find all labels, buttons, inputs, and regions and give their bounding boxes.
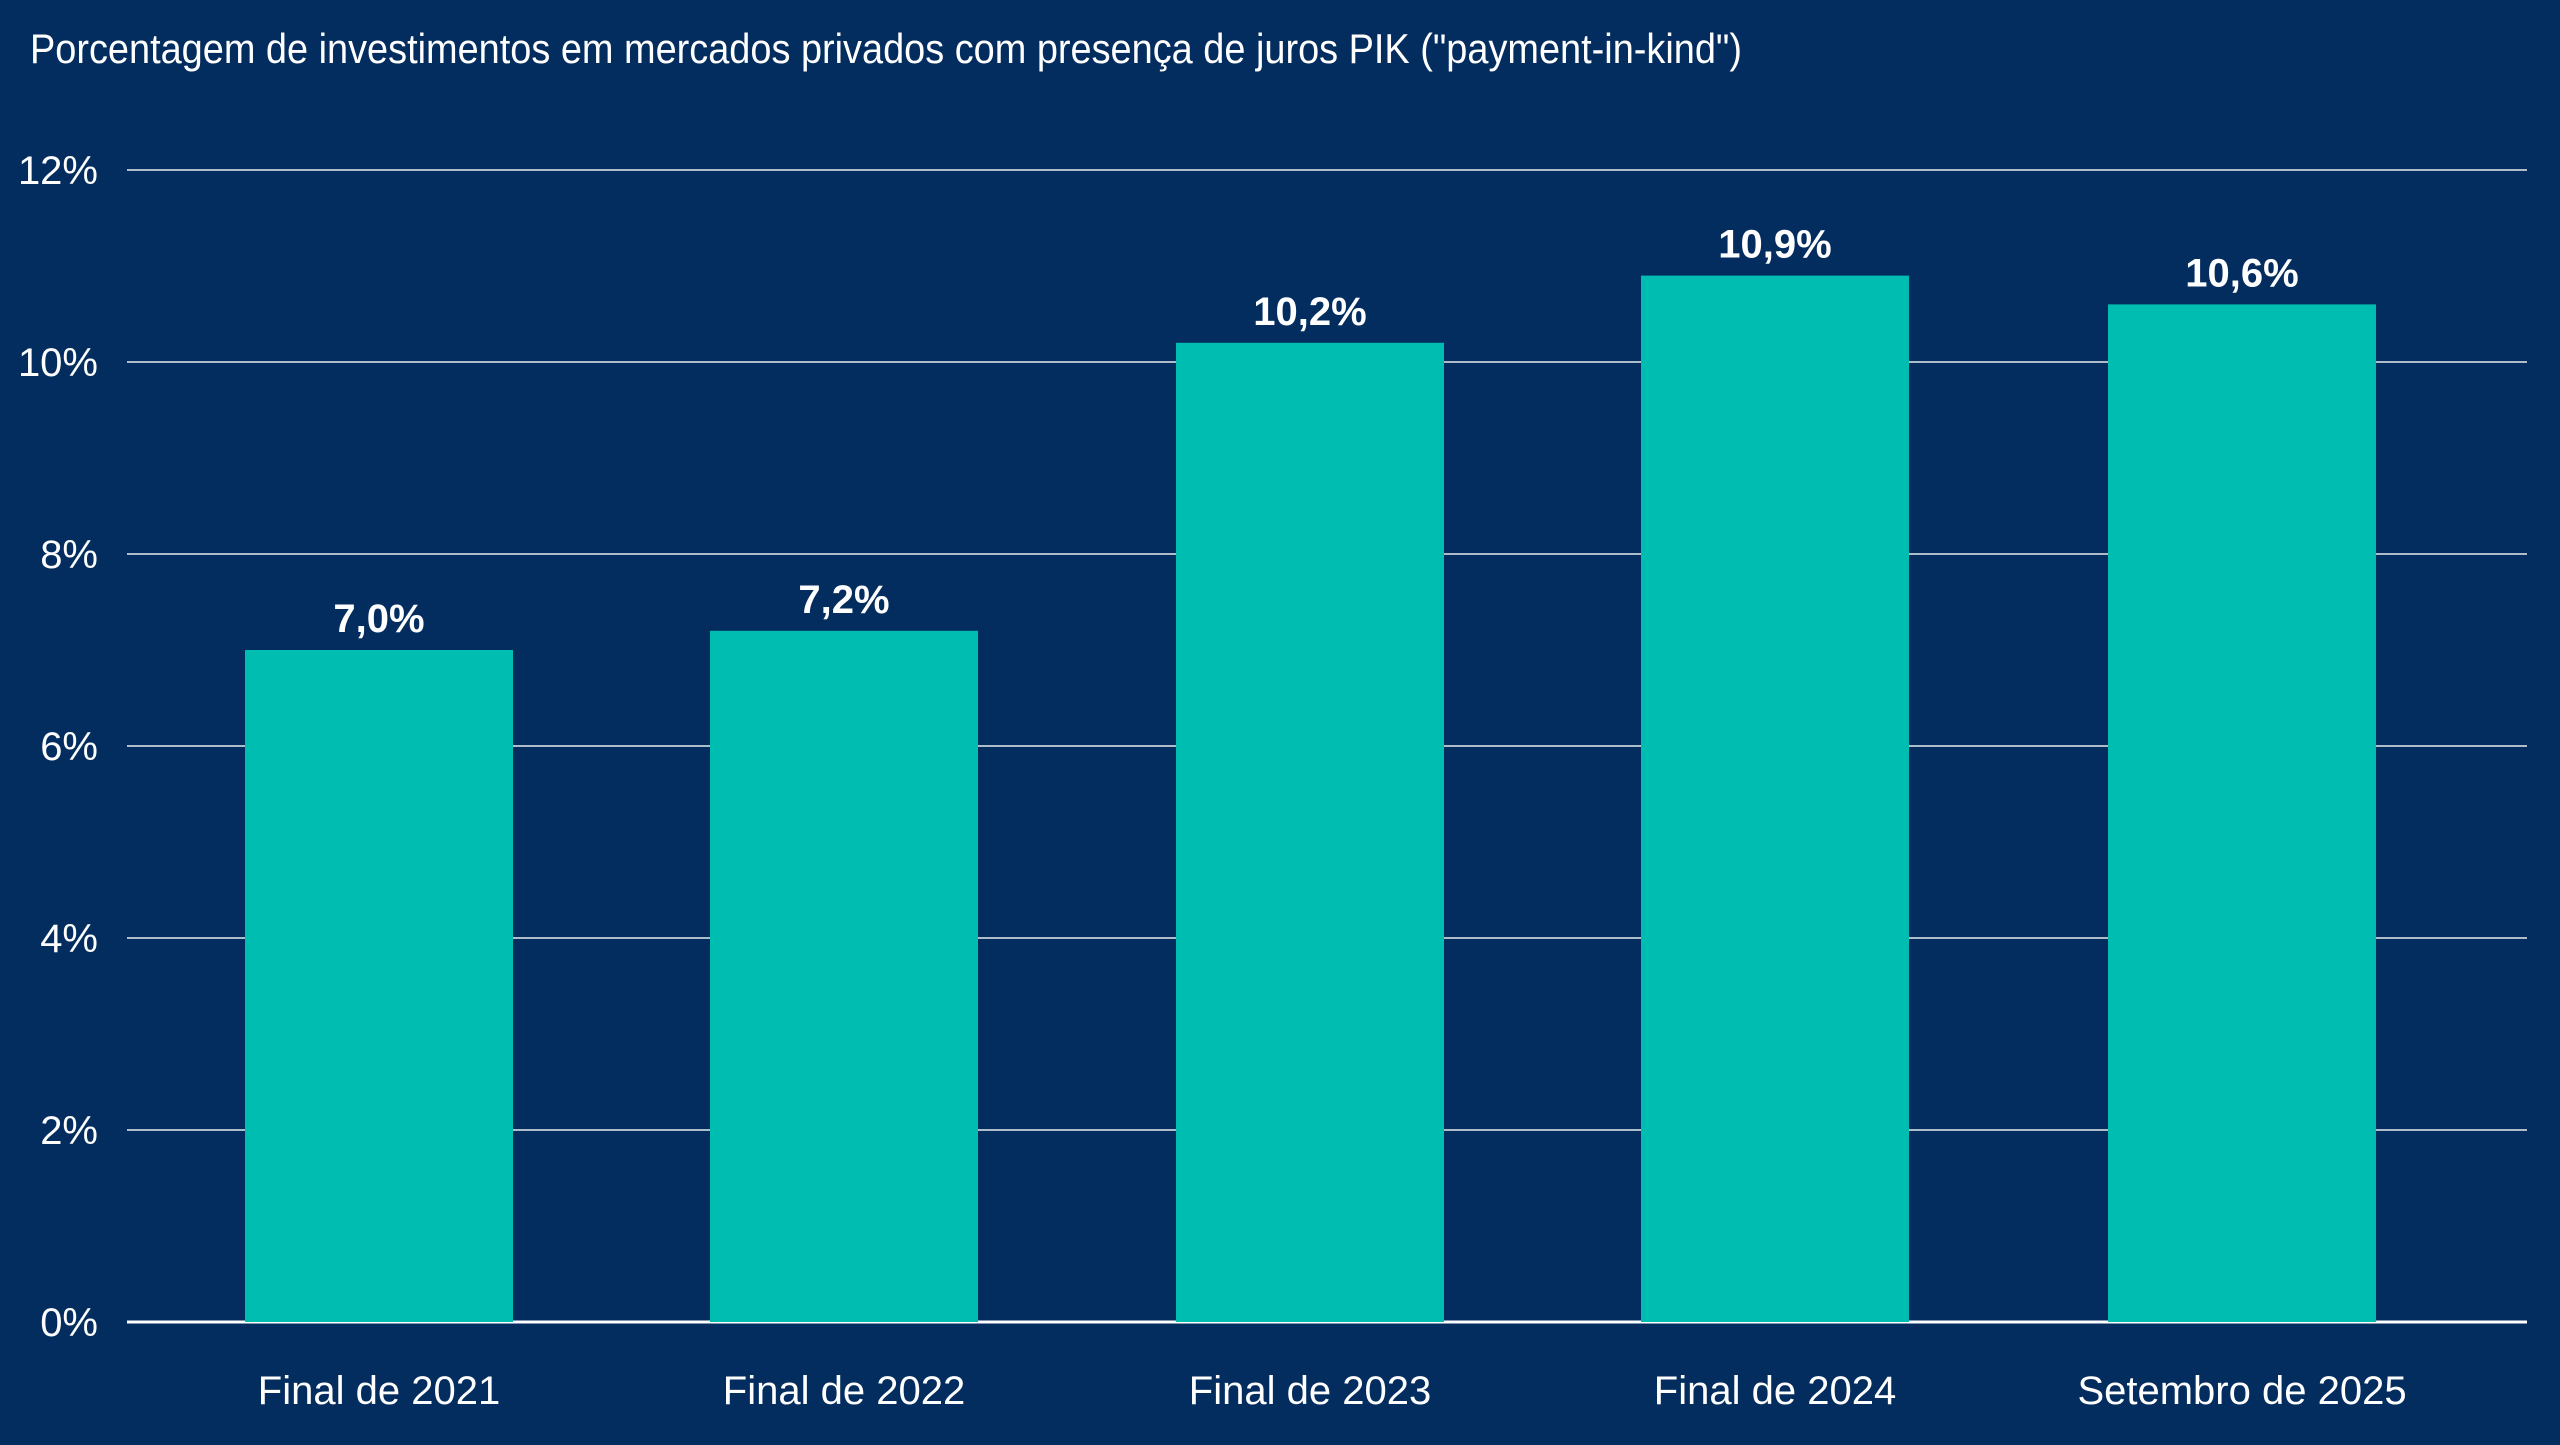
bar xyxy=(245,650,513,1322)
bar xyxy=(1641,275,1909,1323)
data-label: 10,6% xyxy=(2185,251,2298,295)
x-tick-label: Final de 2022 xyxy=(723,1369,965,1413)
x-axis-ticks: Final de 2021 Final de 2022 Final de 2023 F… xyxy=(258,1369,2407,1413)
x-tick-label: Final de 2023 xyxy=(1189,1369,1431,1413)
y-tick-label: 6% xyxy=(40,725,98,769)
y-tick-label: 10% xyxy=(18,341,98,385)
bars xyxy=(245,275,2376,1323)
bar xyxy=(2108,304,2376,1322)
x-tick-label: Final de 2024 xyxy=(1654,1369,1896,1413)
y-tick-label: 4% xyxy=(40,917,98,961)
bar xyxy=(710,630,978,1322)
x-tick-label: Setembro de 2025 xyxy=(2077,1369,2406,1413)
data-label: 7,0% xyxy=(333,597,424,641)
chart-title: Porcentagem de investimentos em mercados… xyxy=(30,25,1742,72)
y-tick-label: 8% xyxy=(40,533,98,577)
x-tick-label: Final de 2021 xyxy=(258,1369,500,1413)
data-labels: 7,0% 7,2% 10,2% 10,9% 10,6% xyxy=(333,223,2298,641)
y-tick-label: 12% xyxy=(18,149,98,193)
data-label: 10,2% xyxy=(1253,290,1366,334)
y-tick-label: 0% xyxy=(40,1301,98,1345)
data-label: 7,2% xyxy=(798,578,889,622)
data-label: 10,9% xyxy=(1718,223,1831,267)
y-tick-label: 2% xyxy=(40,1109,98,1153)
bar xyxy=(1176,342,1444,1322)
y-axis-ticks: 0% 2% 4% 6% 8% 10% 12% xyxy=(18,149,98,1345)
